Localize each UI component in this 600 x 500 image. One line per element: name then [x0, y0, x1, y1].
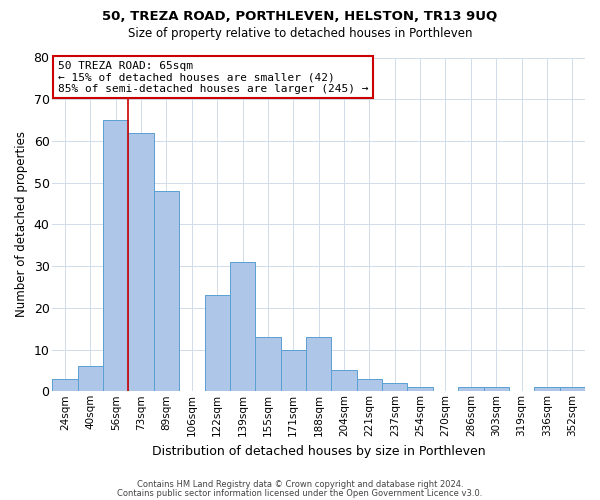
Bar	[103, 120, 128, 392]
Bar	[255, 337, 281, 392]
Text: Contains HM Land Registry data © Crown copyright and database right 2024.: Contains HM Land Registry data © Crown c…	[137, 480, 463, 489]
Bar	[458, 387, 484, 392]
X-axis label: Distribution of detached houses by size in Porthleven: Distribution of detached houses by size …	[152, 444, 485, 458]
Bar	[205, 296, 230, 392]
Bar	[281, 350, 306, 392]
Bar	[407, 387, 433, 392]
Text: 50 TREZA ROAD: 65sqm
← 15% of detached houses are smaller (42)
85% of semi-detac: 50 TREZA ROAD: 65sqm ← 15% of detached h…	[58, 61, 368, 94]
Bar	[128, 132, 154, 392]
Bar	[560, 387, 585, 392]
Bar	[484, 387, 509, 392]
Bar	[306, 337, 331, 392]
Bar	[534, 387, 560, 392]
Bar	[331, 370, 357, 392]
Text: 50, TREZA ROAD, PORTHLEVEN, HELSTON, TR13 9UQ: 50, TREZA ROAD, PORTHLEVEN, HELSTON, TR1…	[103, 10, 497, 23]
Bar	[52, 378, 77, 392]
Bar	[154, 191, 179, 392]
Bar	[357, 378, 382, 392]
Bar	[77, 366, 103, 392]
Text: Size of property relative to detached houses in Porthleven: Size of property relative to detached ho…	[128, 28, 472, 40]
Bar	[382, 383, 407, 392]
Text: Contains public sector information licensed under the Open Government Licence v3: Contains public sector information licen…	[118, 488, 482, 498]
Y-axis label: Number of detached properties: Number of detached properties	[15, 132, 28, 318]
Bar	[230, 262, 255, 392]
